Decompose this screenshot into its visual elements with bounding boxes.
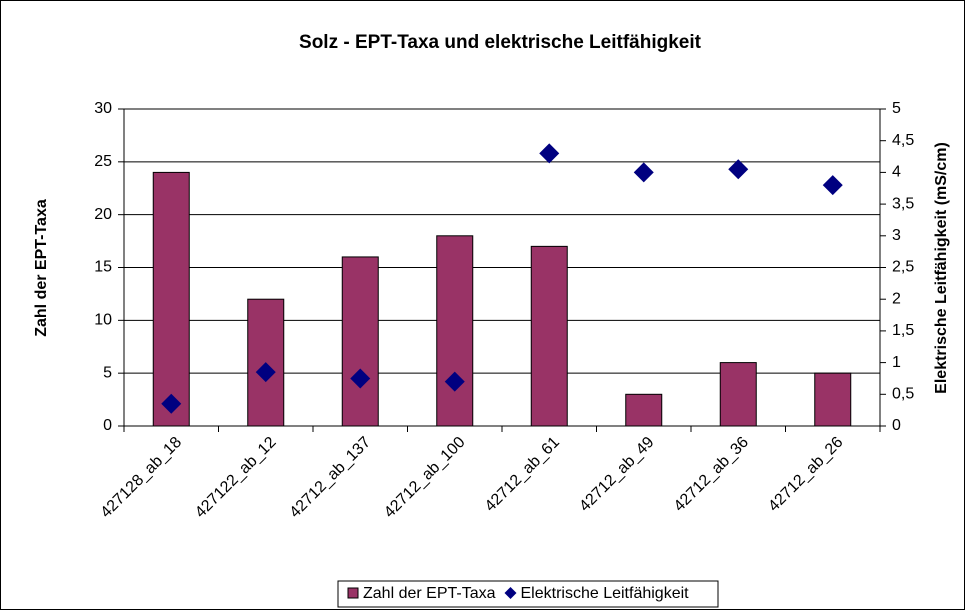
y2-tick-label: 5 [892,100,901,117]
y2-tick-label: 3 [892,227,901,244]
diamond-marker [633,162,654,183]
y2-tick-label: 0,5 [892,386,914,403]
y-tick-label: 25 [94,153,112,170]
y2-tick-label: 2,5 [892,259,914,276]
diamond-marker [822,175,843,196]
y-tick-label: 30 [94,100,112,117]
diamond-marker [161,393,182,414]
y2-axis-label: Elektrische Leitfähigkeit (mS/cm) [933,142,950,394]
bar [436,235,474,427]
legend-box [337,580,719,608]
y2-tick-label: 1,5 [892,322,914,339]
diamond-marker [350,368,371,389]
legend-swatch [504,587,517,599]
y2-tick-label: 0 [892,417,901,434]
diamond-marker [444,371,465,392]
legend-label: Elektrische Leitfähigkeit [521,585,690,602]
chart-title: Solz - EPT-Taxa und elektrische Leitfähi… [299,32,702,53]
bar [530,245,568,427]
y2-tick-label: 1 [892,354,901,371]
y2-tick-label: 4,5 [892,132,914,149]
diamond-marker [728,159,749,180]
y-tick-label: 15 [94,259,112,276]
legend-label: Zahl der EPT-Taxa [363,585,496,602]
y2-tick-label: 2 [892,290,901,307]
bar [719,362,757,427]
diamond-marker [255,362,276,383]
y-tick-label: 20 [94,206,112,223]
y2-tick-label: 3,5 [892,195,914,212]
y-tick-label: 0 [103,417,112,434]
bar [152,171,190,427]
bar [247,298,285,427]
y2-tick-label: 4 [892,164,901,181]
y-tick-label: 10 [94,312,112,329]
y-axis-label: Zahl der EPT-Taxa [33,199,50,337]
bar [341,256,379,427]
bar [625,393,663,427]
y-tick-label: 5 [103,364,112,381]
legend-swatch [347,587,359,599]
diamond-marker [539,143,560,164]
bar [814,372,852,427]
